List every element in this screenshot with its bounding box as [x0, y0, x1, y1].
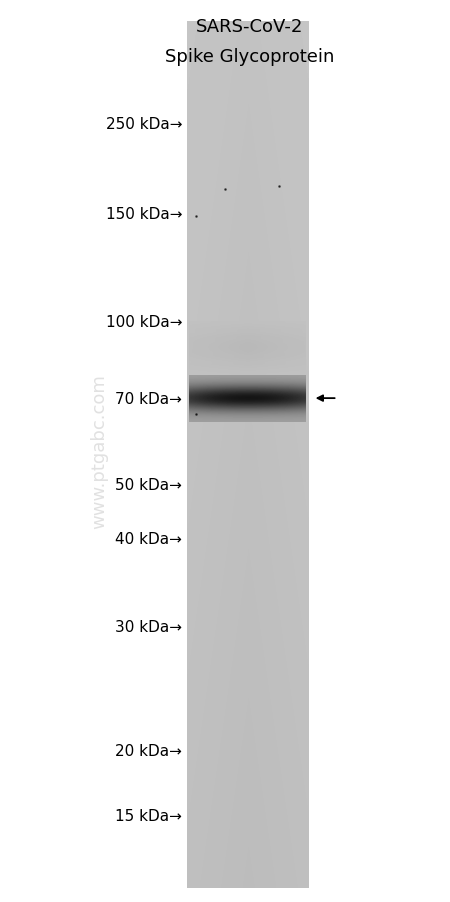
Text: 40 kDa→: 40 kDa→: [115, 532, 182, 547]
Text: 150 kDa→: 150 kDa→: [106, 207, 182, 222]
Text: 250 kDa→: 250 kDa→: [106, 117, 182, 132]
Text: SARS-CoV-2: SARS-CoV-2: [196, 18, 303, 36]
Text: www.ptgabc.com: www.ptgabc.com: [90, 373, 108, 529]
Text: 70 kDa→: 70 kDa→: [115, 391, 182, 406]
Text: Spike Glycoprotein: Spike Glycoprotein: [165, 48, 334, 66]
Text: 30 kDa→: 30 kDa→: [115, 620, 182, 634]
Text: 100 kDa→: 100 kDa→: [106, 315, 182, 329]
Text: 50 kDa→: 50 kDa→: [115, 478, 182, 492]
Text: 15 kDa→: 15 kDa→: [115, 808, 182, 823]
Text: 20 kDa→: 20 kDa→: [115, 743, 182, 758]
